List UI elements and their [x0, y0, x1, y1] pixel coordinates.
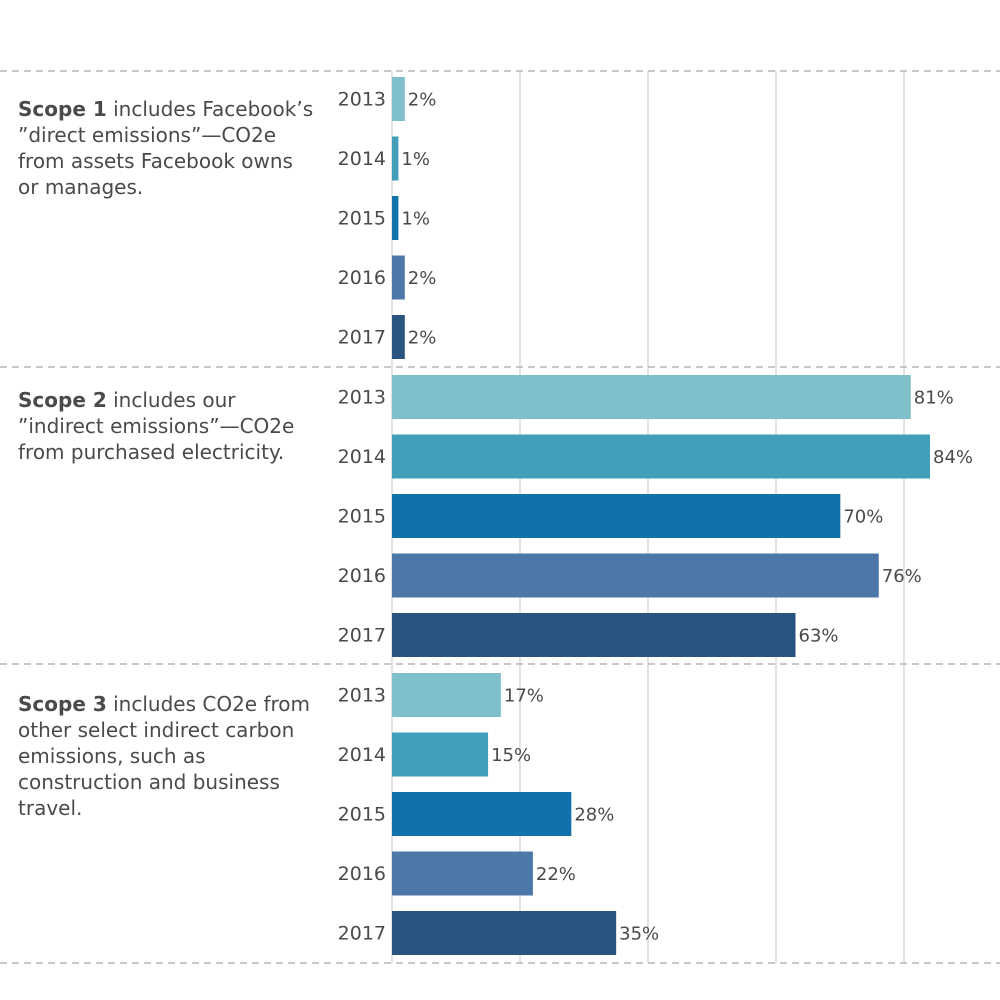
value-label-scope-2-2013: 81% [914, 388, 954, 409]
bar-scope-2-2015 [392, 494, 841, 538]
bar-scope-2-2013 [392, 375, 911, 419]
value-label-scope-1-2015: 1% [401, 209, 430, 230]
value-label-scope-3-2015: 28% [574, 805, 614, 826]
value-label-scope-1-2017: 2% [408, 328, 437, 349]
bar-scope-1-2014 [392, 136, 399, 181]
year-label-scope-1-2017: 2017 [338, 327, 386, 349]
scope-3-text: includes CO2e from other select indirect… [18, 692, 310, 820]
value-label-scope-1-2014: 1% [401, 149, 430, 170]
value-label-scope-1-2016: 2% [408, 268, 437, 289]
year-label-scope-1-2016: 2016 [338, 267, 386, 289]
scope-2-text: includes our ”indirect emissions”—CO2e f… [18, 388, 295, 464]
bar-scope-3-2014 [392, 732, 489, 777]
bar-scope-2-2014 [392, 434, 930, 479]
year-label-scope-2-2013: 2013 [338, 387, 386, 409]
year-label-scope-2-2017: 2017 [338, 625, 386, 647]
value-label-scope-3-2014: 15% [491, 745, 531, 766]
value-label-scope-2-2014: 84% [933, 447, 973, 468]
year-label-scope-3-2013: 2013 [338, 685, 386, 707]
year-label-scope-1-2014: 2014 [338, 148, 386, 170]
year-label-scope-1-2015: 2015 [338, 208, 386, 230]
bar-scope-3-2017 [392, 911, 617, 955]
scope-3-description: Scope 3 includes CO2e from other select … [18, 691, 318, 821]
year-label-scope-2-2014: 2014 [338, 446, 386, 468]
value-label-scope-3-2017: 35% [619, 924, 659, 945]
year-label-scope-3-2014: 2014 [338, 744, 386, 766]
bar-scope-2-2017 [392, 613, 796, 657]
year-label-scope-2-2015: 2015 [338, 506, 386, 528]
value-label-scope-3-2016: 22% [536, 864, 576, 885]
value-label-scope-2-2017: 63% [799, 626, 839, 647]
bar-scope-3-2013 [392, 673, 501, 717]
scope-3-name: Scope 3 [18, 692, 107, 716]
value-label-scope-3-2013: 17% [504, 686, 544, 707]
scope-1-text: includes Facebook’s ”direct emissions”—C… [18, 97, 314, 199]
scope-1-name: Scope 1 [18, 97, 107, 121]
bar-scope-1-2016 [392, 255, 405, 300]
bar-scope-1-2015 [392, 196, 399, 240]
value-label-scope-1-2013: 2% [408, 90, 437, 111]
bar-scope-3-2015 [392, 792, 572, 836]
scope-1-description: Scope 1 includes Facebook’s ”direct emis… [18, 96, 318, 200]
year-label-scope-3-2015: 2015 [338, 804, 386, 826]
scope-2-description: Scope 2 includes our ”indirect emissions… [18, 387, 318, 465]
scope-2-name: Scope 2 [18, 388, 107, 412]
value-label-scope-2-2015: 70% [843, 507, 883, 528]
bar-scope-1-2017 [392, 315, 405, 359]
value-label-scope-2-2016: 76% [882, 566, 922, 587]
year-label-scope-2-2016: 2016 [338, 565, 386, 587]
year-label-scope-1-2013: 2013 [338, 89, 386, 111]
year-label-scope-3-2017: 2017 [338, 923, 386, 945]
bar-scope-1-2013 [392, 77, 405, 121]
year-label-scope-3-2016: 2016 [338, 863, 386, 885]
bar-scope-3-2016 [392, 851, 533, 896]
bar-scope-2-2016 [392, 553, 879, 598]
